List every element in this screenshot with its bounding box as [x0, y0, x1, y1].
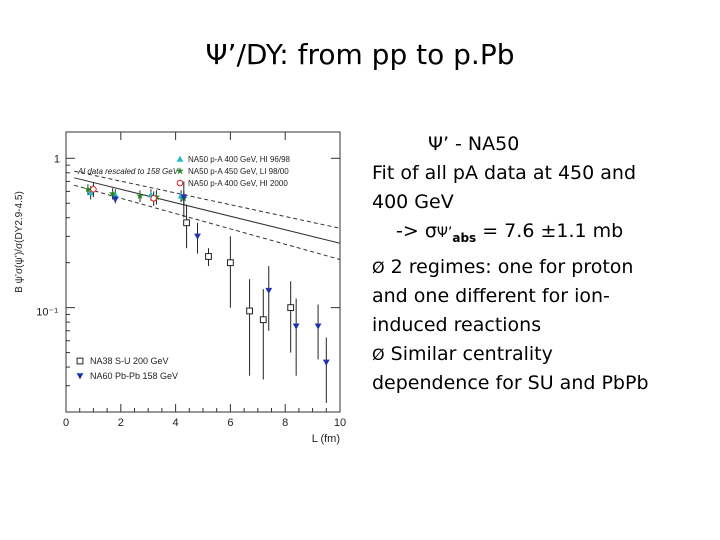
data-point	[87, 189, 95, 196]
legend-marker	[76, 373, 84, 380]
fit-line-fit-lower	[74, 184, 341, 260]
data-point	[183, 219, 190, 227]
x-tick-label: 6	[227, 417, 233, 429]
text-line-fit: Fit of all pA data at 450 and	[372, 162, 637, 184]
data-point	[136, 191, 144, 200]
x-tick-label: 10	[334, 417, 346, 429]
data-point	[322, 359, 330, 366]
data-point	[90, 185, 97, 193]
bullet-line-1a: Ø 2 regimes: one for proton	[372, 253, 712, 282]
fit-line-fit	[74, 177, 341, 244]
bullet2-text-b: dependence for SU and PbPb	[372, 371, 649, 394]
sigma-line: -> σΨ’abs = 7.6 ±1.1 mb	[372, 217, 712, 253]
heading-line: Ψ’ - NA50	[428, 133, 520, 155]
data-point	[84, 185, 92, 193]
data-point	[314, 323, 322, 330]
y-axis-label: B ψ’σ(ψ’)/σ(DY2.9-4.5)	[14, 191, 25, 293]
data-point	[246, 307, 253, 315]
bullet1-text-a: 2 regimes: one for proton	[384, 255, 634, 278]
data-point	[108, 189, 117, 197]
data-point	[150, 194, 157, 202]
legend-label: NA50 p-A 450 GeV, LI 98/00	[188, 167, 289, 176]
legend-label: NA50 p-A 400 GeV, HI 96/98	[188, 155, 291, 164]
x-tick-label: 4	[173, 417, 179, 429]
legend-label: NA38 S-U 200 GeV	[90, 356, 169, 366]
data-point	[194, 233, 201, 240]
data-point	[259, 316, 267, 324]
bullet-arrow-icon: Ø	[372, 257, 385, 277]
psi-prime-dy-plot: 0 2 4 6 8 10 L (fm) 1 10⁻¹ B ψ’σ(ψ’)/σ(DY2.9-4.5)…	[14, 131, 346, 445]
legend-marker	[176, 167, 184, 175]
slide-title: Ψ’/DY: from pp to p.Pb	[205, 38, 515, 71]
text-line-energy: 400 GeV	[372, 191, 454, 213]
sigma-prefix: -> σ	[396, 220, 437, 242]
bullet2-text-a: Similar centrality	[384, 342, 553, 365]
sigma-value: = 7.6 ±1.1 mb	[476, 220, 624, 242]
x-tick-label: 0	[63, 417, 69, 429]
x-axis-label: L (fm)	[312, 433, 340, 445]
plot-container: 0 2 4 6 8 10 L (fm) 1 10⁻¹ B ψ’σ(ψ’)/σ(DY2.9-4.5)…	[0, 118, 360, 448]
legend-marker	[176, 155, 184, 162]
y-tick-label: 1	[54, 153, 60, 165]
bullet1-text-c: induced reactions	[372, 313, 542, 336]
legend-label: NA50 p-A 400 GeV, HI 2000	[188, 179, 288, 188]
plot-annotation: Al data rescaled to 158 GeV	[77, 167, 179, 176]
bullet1-text-b: and one different for ion-	[372, 284, 610, 307]
data-point	[287, 304, 295, 312]
data-point	[292, 323, 300, 330]
legend-marker	[176, 179, 184, 187]
bullet-line-2a: Ø Similar centrality	[372, 340, 712, 369]
data-point	[111, 196, 119, 203]
data-point	[205, 253, 212, 260]
data-point	[265, 287, 273, 295]
sigma-psi: Ψ’	[436, 225, 453, 241]
bullet-arrow-icon: Ø	[372, 344, 385, 364]
fit-line-fit-upper	[74, 170, 341, 229]
y-tick-label: 10⁻¹	[36, 307, 58, 319]
sigma-subscript: abs	[452, 230, 477, 245]
legend-label: NA60 Pb-Pb 158 GeV	[90, 371, 178, 381]
data-point	[180, 194, 188, 201]
x-tick-label: 8	[282, 417, 288, 429]
text-block: Ψ’ - NA50 Fit of all pA data at 450 and …	[372, 130, 712, 398]
x-tick-label: 2	[118, 417, 124, 429]
data-point	[227, 259, 234, 267]
legend-marker	[76, 357, 84, 365]
